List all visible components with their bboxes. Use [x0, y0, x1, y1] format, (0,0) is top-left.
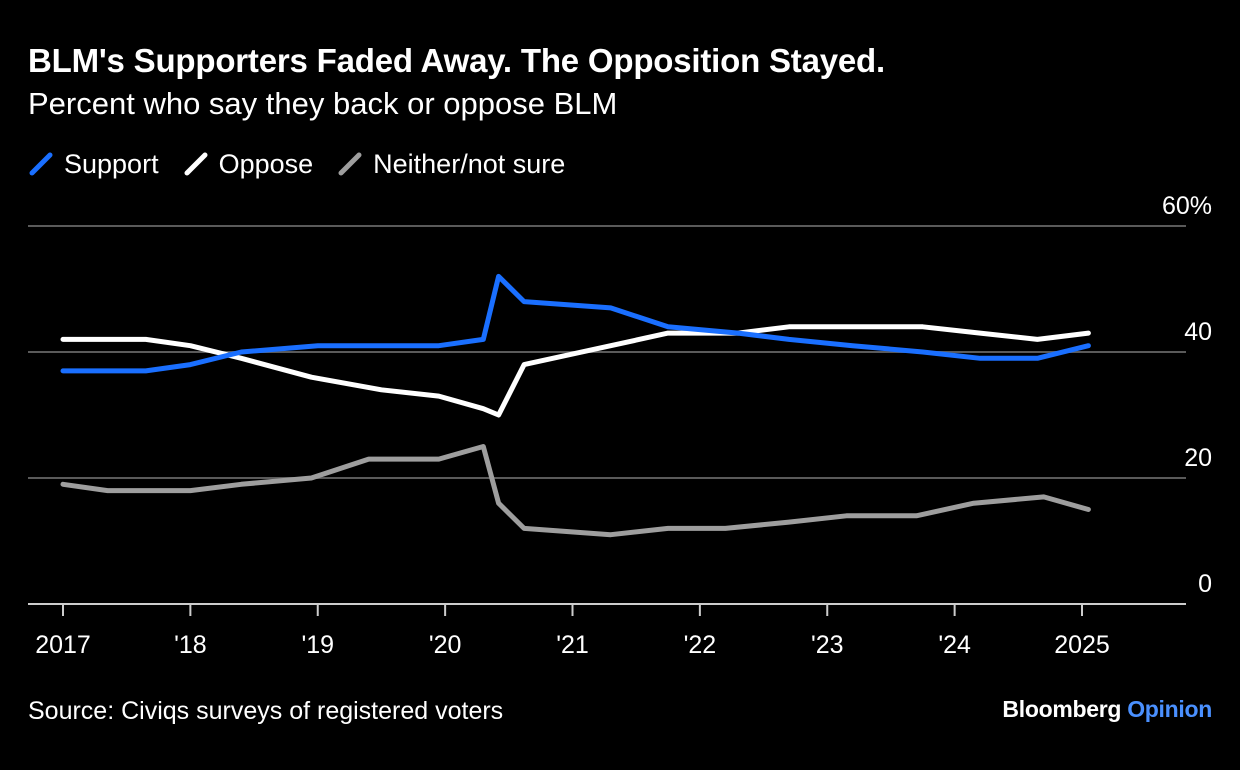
legend-swatch-oppose-icon [184, 152, 208, 176]
x-tick-label: '20 [429, 631, 462, 659]
series-lines [60, 273, 1091, 538]
legend-swatch-support-icon [29, 152, 53, 176]
legend-swatch-neither-icon [338, 152, 362, 176]
legend-item-support: Support [28, 149, 159, 180]
legend-label-oppose: Oppose [218, 148, 314, 179]
x-tick-label: '21 [556, 631, 589, 659]
legend-label-support: Support [64, 148, 159, 179]
x-tick-label: 2017 [35, 631, 91, 659]
source-note: Source: Civiqs surveys of registered vot… [28, 697, 504, 725]
x-tick-label: '22 [684, 631, 717, 659]
legend-label-neither: Neither/not sure [373, 148, 566, 179]
brand-logo: Bloomberg Opinion [1002, 696, 1212, 723]
brand-section: Opinion [1127, 696, 1212, 722]
y-tick-label: 60% [1162, 192, 1212, 220]
series-line-support [60, 273, 1091, 374]
x-tick-label: 2025 [1054, 631, 1110, 659]
chart-legend: Support Oppose Neither/not sure [28, 147, 589, 181]
series-line-oppose [60, 324, 1091, 418]
chart-subtitle: Percent who say they back or oppose BLM [28, 86, 618, 121]
x-tick-label: '24 [938, 631, 971, 659]
gridlines [28, 225, 1186, 479]
y-tick-label: 20 [1184, 444, 1212, 472]
x-tick-label: '18 [174, 631, 207, 659]
y-tick-label: 0 [1198, 570, 1212, 598]
x-axis [28, 603, 1186, 616]
y-tick-label: 40 [1184, 318, 1212, 346]
x-tick-label: '19 [301, 631, 334, 659]
series-line-neither [60, 444, 1091, 538]
y-axis-labels: 60% 40 20 0 [1162, 192, 1212, 598]
x-axis-labels: 2017 '18 '19 '20 '21 '22 '23 '24 2025 [35, 631, 1110, 659]
chart-title: BLM's Supporters Faded Away. The Opposit… [28, 42, 885, 79]
x-tick-label: '23 [811, 631, 844, 659]
brand-name: Bloomberg [1002, 696, 1122, 722]
legend-item-oppose: Oppose [183, 148, 314, 180]
legend-item-neither: Neither/not sure [337, 149, 565, 180]
